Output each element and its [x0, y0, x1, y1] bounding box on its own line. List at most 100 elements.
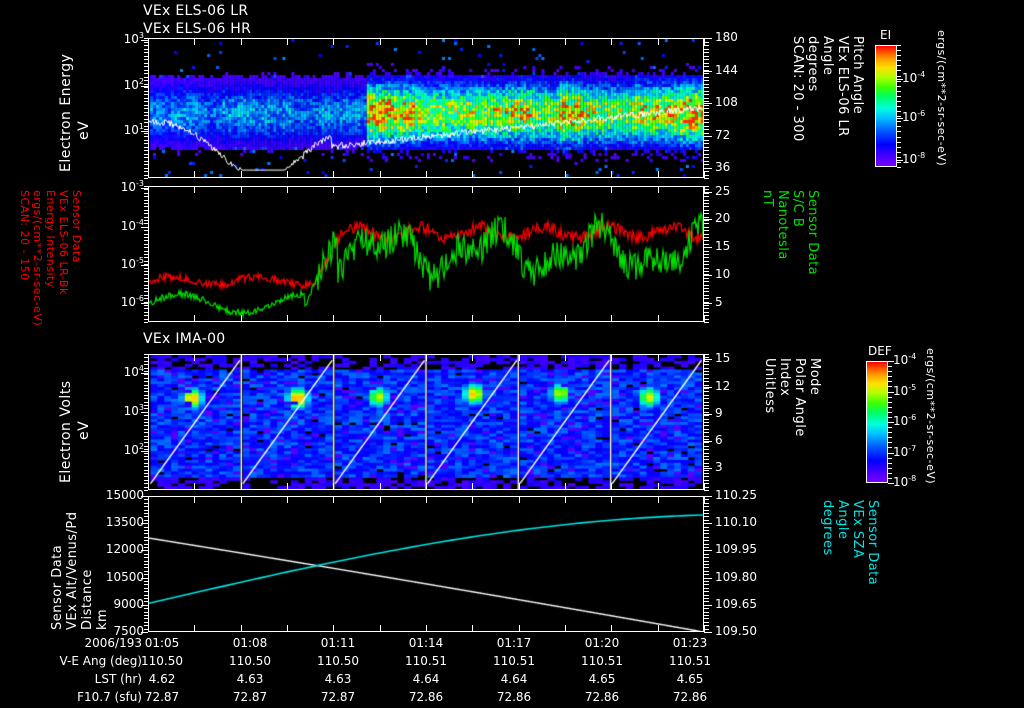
y-tick-minor-right: [704, 136, 709, 137]
y-tick-minor-right: [704, 357, 709, 359]
table-cell: 110.50: [141, 654, 183, 668]
y-tick-minor-right: [704, 62, 709, 64]
colorbar-tick: [897, 79, 903, 81]
y-tick-minor-right: [704, 311, 709, 313]
y-tick-minor: [144, 115, 148, 116]
y-tick-minor: [144, 125, 148, 127]
y-tick-minor: [144, 536, 148, 538]
y-tick-minor: [144, 449, 148, 451]
x-tick-bottom: [240, 483, 242, 490]
y-tick-minor: [144, 425, 148, 427]
y-tick-minor-right: [704, 391, 709, 393]
y-tick-minor-right: [704, 186, 709, 187]
y-tick-minor-right: [704, 469, 709, 471]
y-tick-minor: [144, 377, 148, 379]
y-tick-minor: [144, 45, 148, 46]
y-tick-minor: [144, 428, 148, 430]
y-tick-minor-right: [704, 367, 709, 369]
y-tick-minor: [144, 260, 148, 262]
x-tick-bottom: [287, 625, 288, 632]
panel4-plot-area[interactable]: [148, 496, 704, 632]
y-tick-minor: [144, 516, 148, 518]
y-tick-minor-right: [704, 560, 709, 562]
y-tick-minor: [144, 189, 148, 191]
x-tick-top: [287, 38, 288, 45]
y-tick-minor: [144, 483, 148, 485]
y-tick-label: 102: [123, 441, 144, 457]
y-tick-minor: [144, 398, 148, 400]
x-tick-bottom: [611, 315, 613, 322]
table-cell: 01:14: [408, 636, 444, 650]
table-cell: 110.50: [317, 654, 359, 668]
y-tick-minor-right: [704, 394, 709, 396]
y-tick-minor: [144, 318, 148, 320]
y-tick-minor-right: [704, 553, 709, 555]
y-tick-minor: [144, 439, 148, 440]
panel3-plot-area[interactable]: [148, 354, 704, 490]
y-tick-minor: [144, 456, 148, 457]
y-tick-minor: [144, 459, 148, 461]
y-tick-minor-right: [704, 371, 709, 372]
x-tick-bottom: [379, 483, 381, 490]
colorbar-tick-minor: [888, 477, 892, 479]
y-tick-minor-right: [704, 267, 709, 269]
y-tick-minor-right: [704, 388, 709, 389]
colorbar-tick-minor: [888, 411, 892, 413]
x-tick-bottom: [148, 171, 149, 178]
y-tick-minor: [144, 94, 148, 95]
y-tick-minor-right: [704, 476, 709, 478]
y-tick-minor-right: [704, 196, 709, 198]
panel1-ylabel-right: Pitch Angle VEx ELS-06 LR Angle degrees …: [790, 36, 865, 142]
y-tick-minor-right: [704, 157, 709, 158]
y-tick-minor: [144, 469, 148, 471]
x-tick-top: [518, 354, 520, 361]
y-tick-minor: [144, 153, 148, 155]
y-tick-minor: [144, 591, 148, 593]
panel1-title-hr: VEx ELS-06 HR: [143, 21, 252, 37]
y-tick-minor: [144, 601, 148, 603]
colorbar-tick-minor: [888, 416, 892, 418]
y-tick-minor: [144, 530, 148, 531]
x-tick-top: [333, 38, 335, 45]
y-tick-minor-right: [704, 271, 709, 272]
colorbar-tick-minor: [888, 483, 892, 484]
table-cell: 01:17: [496, 636, 532, 650]
table-cell: 110.51: [581, 654, 623, 668]
panel2-plot-area[interactable]: [148, 186, 704, 322]
y-tick-minor-right: [704, 506, 709, 508]
y-tick-label-right: 6: [715, 433, 723, 448]
y-tick-label-right: 110.10: [715, 515, 757, 530]
y-tick-minor: [144, 288, 148, 289]
y-tick-minor: [144, 445, 148, 447]
panel1-plot-area[interactable]: [148, 38, 704, 178]
y-tick-minor-right: [704, 533, 709, 535]
y-tick-minor-right: [704, 288, 709, 289]
y-tick-minor: [144, 220, 148, 221]
x-tick-bottom: [287, 315, 288, 322]
y-tick-minor-right: [704, 294, 709, 296]
y-tick-minor: [144, 305, 148, 306]
y-tick-minor: [144, 415, 148, 417]
panel1-title-lr: VEx ELS-06 LR: [143, 3, 249, 19]
y-tick-minor: [144, 354, 148, 355]
y-tick-minor: [144, 435, 148, 437]
x-tick-top: [704, 354, 705, 361]
y-tick-minor-right: [704, 209, 709, 211]
y-tick-minor-right: [704, 264, 709, 266]
y-tick-minor: [144, 206, 148, 208]
x-tick-top: [472, 38, 474, 45]
y-tick-minor-right: [704, 52, 709, 53]
y-tick-major-right: [704, 219, 712, 221]
y-tick-minor-right: [704, 260, 709, 262]
y-tick-minor: [144, 598, 148, 599]
colorbar-tick-minor: [888, 427, 892, 429]
y-tick-minor-right: [704, 384, 709, 386]
y-tick-minor: [144, 264, 148, 266]
y-tick-minor: [144, 384, 148, 386]
y-tick-minor: [144, 69, 148, 71]
y-tick-major: [141, 40, 148, 42]
y-tick-minor-right: [704, 216, 709, 218]
colorbar-tick-minor: [897, 161, 901, 163]
colorbar-tick-minor: [888, 422, 892, 423]
y-tick-minor-right: [704, 459, 709, 461]
